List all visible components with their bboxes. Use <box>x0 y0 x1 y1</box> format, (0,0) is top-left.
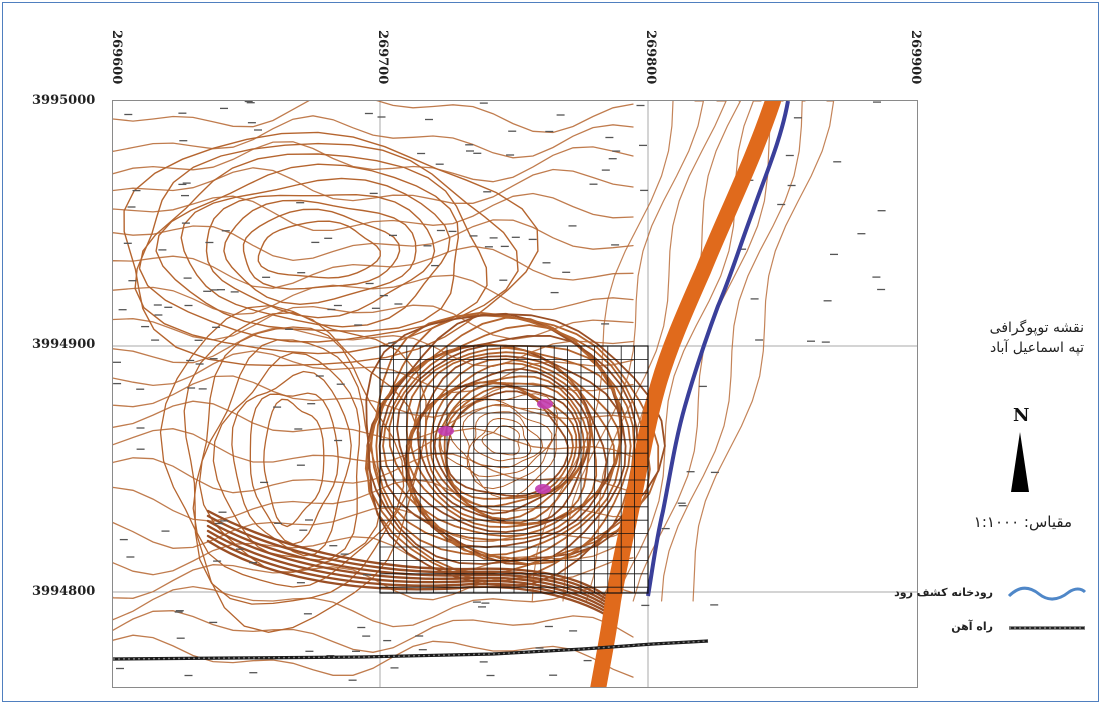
railway-symbol-icon <box>1009 626 1085 630</box>
river-bank-band <box>590 101 781 687</box>
y-coord-label: 3995000 <box>32 93 96 108</box>
x-coord-label: 269700 <box>375 30 390 85</box>
legend-item-railway: راه آهن <box>905 618 1097 638</box>
scale-label: مقیاس: ۱:۱۰۰۰ <box>973 513 1072 531</box>
legend-item-river: رودخانه کشف رود <box>894 584 1097 604</box>
legend-railway-label: راه آهن <box>951 620 993 633</box>
topographic-map[interactable] <box>112 100 918 688</box>
north-label: N <box>1013 405 1030 426</box>
legend-river-label: رودخانه کشف رود <box>894 586 993 599</box>
y-coord-label: 3994900 <box>32 337 96 352</box>
river-line <box>646 101 790 597</box>
site-markers <box>438 399 553 494</box>
x-coord-label: 269600 <box>109 30 124 85</box>
map-canvas <box>113 101 917 687</box>
map-title: نقشه توپوگرافی تپه اسماعیل آباد <box>944 318 1084 358</box>
map-title-line2: تپه اسماعیل آباد <box>990 340 1084 356</box>
north-arrow-icon <box>1011 432 1029 492</box>
excavation-grid <box>379 345 649 594</box>
river-symbol-icon <box>1007 586 1087 601</box>
x-coord-label: 269900 <box>908 30 923 85</box>
railway-line <box>113 639 709 661</box>
y-coord-label: 3994800 <box>32 584 96 599</box>
terrain-ticks <box>113 101 886 681</box>
x-coord-label: 269800 <box>643 30 658 85</box>
map-title-line1: نقشه توپوگرافی <box>989 320 1084 336</box>
contour-lines <box>113 101 835 678</box>
